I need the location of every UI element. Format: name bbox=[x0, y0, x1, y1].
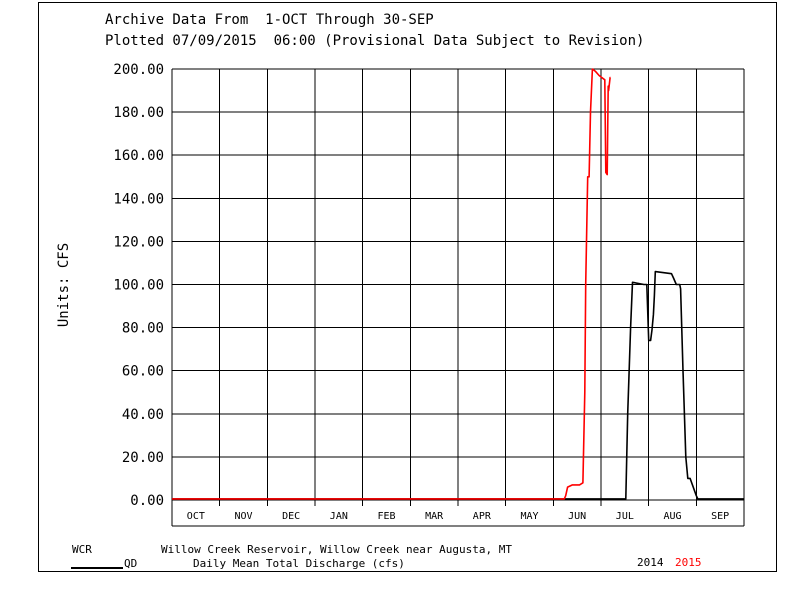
y-tick-label: 200.00 bbox=[113, 62, 164, 78]
x-tick-label: DEC bbox=[282, 511, 300, 522]
x-tick-label: JUN bbox=[568, 511, 586, 522]
y-tick-label: 180.00 bbox=[113, 105, 164, 121]
station-code: WCR bbox=[72, 543, 92, 556]
x-tick-label: OCT bbox=[187, 511, 205, 522]
y-tick-label: 100.00 bbox=[113, 278, 164, 294]
x-tick-label: JAN bbox=[330, 511, 348, 522]
legend-line-sample bbox=[71, 567, 123, 569]
x-tick-label: MAR bbox=[425, 511, 444, 522]
series-line-2015 bbox=[172, 68, 611, 500]
x-tick-label: APR bbox=[473, 511, 492, 522]
y-tick-label: 60.00 bbox=[122, 364, 164, 380]
legend-year-2014: 2014 bbox=[637, 556, 664, 569]
y-tick-label: 140.00 bbox=[113, 191, 164, 207]
plotted-date-header: Plotted 07/09/2015 06:00 (Provisional Da… bbox=[105, 33, 645, 49]
archive-range-header: Archive Data From 1-OCT Through 30-SEP bbox=[105, 12, 434, 28]
parameter-code: QD bbox=[124, 557, 138, 570]
x-tick-label: NOV bbox=[234, 511, 252, 522]
series-line-2014 bbox=[172, 270, 744, 500]
y-tick-label: 80.00 bbox=[122, 321, 164, 337]
y-tick-label: 0.00 bbox=[130, 493, 164, 509]
y-tick-label: 20.00 bbox=[122, 450, 164, 466]
x-tick-label: FEB bbox=[377, 511, 395, 522]
x-tick-label: MAY bbox=[520, 511, 538, 522]
chart-frame bbox=[38, 2, 777, 572]
x-tick-label: AUG bbox=[663, 511, 681, 522]
y-tick-label: 160.00 bbox=[113, 148, 164, 164]
x-tick-label: SEP bbox=[711, 511, 729, 522]
y-tick-label: 120.00 bbox=[113, 234, 164, 250]
y-tick-label: 40.00 bbox=[122, 407, 164, 423]
station-name: Willow Creek Reservoir, Willow Creek nea… bbox=[161, 543, 512, 556]
parameter-description: Daily Mean Total Discharge (cfs) bbox=[193, 557, 405, 570]
legend-year-2015: 2015 bbox=[675, 556, 702, 569]
x-tick-label: JUL bbox=[616, 511, 634, 522]
